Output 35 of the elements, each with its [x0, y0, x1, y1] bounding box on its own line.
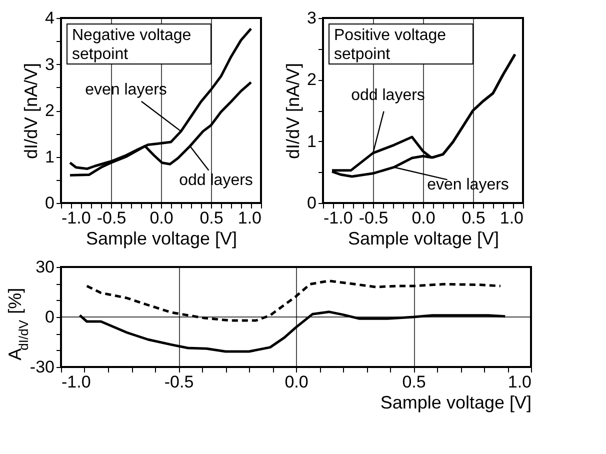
- y-tick-label: 2: [307, 70, 316, 90]
- y-axis-title: AdI/dV [%]: [5, 288, 31, 360]
- y-tick-label: 0: [45, 194, 54, 212]
- y-axis-title: dI/dV [nA/V]: [21, 62, 42, 160]
- x-tick-label: -0.5: [96, 208, 126, 228]
- x-tick-label: -0.5: [164, 372, 194, 392]
- y-tick-label: 3: [45, 54, 54, 74]
- y-tick-label: 2: [45, 101, 54, 120]
- y-tick-label: 0: [45, 308, 54, 326]
- x-tick-label: 0.0: [284, 372, 308, 392]
- y-tick-label: 30: [36, 258, 54, 276]
- x-axis-title: Sample voltage [V]: [348, 228, 500, 248]
- x-axis-title: Sample voltage [V]: [86, 228, 238, 248]
- y-tick-label: 1: [45, 147, 54, 166]
- x-tick-label: -1.0: [62, 372, 91, 392]
- x-tick-label: 0.5: [402, 372, 426, 392]
- x-tick-label: 0.5: [200, 208, 224, 228]
- y-tick-label: 1: [307, 132, 316, 151]
- annotation: Positive voltage setpoint: [334, 27, 446, 63]
- x-tick-label: 0.0: [412, 208, 436, 228]
- y-tick-label: 3: [307, 8, 316, 28]
- y-axis-title: dI/dV [nA/V]: [283, 62, 304, 160]
- x-tick-label: -1.0: [62, 208, 91, 228]
- x-tick-label: 1.0: [500, 208, 524, 228]
- x-tick-label: 0.5: [462, 208, 486, 228]
- x-tick-label: 1.0: [238, 208, 262, 228]
- y-tick-label: 4: [45, 8, 54, 28]
- x-tick-label: 1.0: [508, 372, 532, 392]
- x-tick-label: 0.0: [150, 208, 174, 228]
- x-axis-title: Sample voltage [V]: [380, 392, 532, 412]
- annotation: Negative voltage setpoint: [72, 27, 192, 63]
- x-tick-label: -0.5: [358, 208, 388, 228]
- x-tick-label: -1.0: [324, 208, 353, 228]
- y-tick-label: -30: [30, 358, 54, 376]
- y-tick-label: 0: [307, 194, 316, 212]
